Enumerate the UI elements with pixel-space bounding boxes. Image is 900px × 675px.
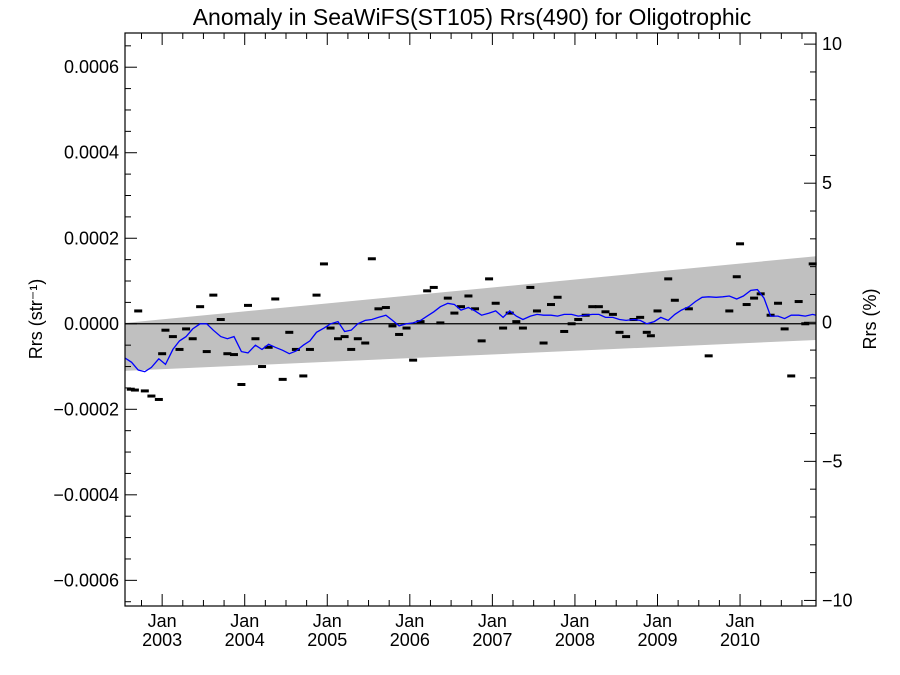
x-tick-label-month: Jan — [395, 611, 424, 631]
chart-title: Anomaly in SeaWiFS(ST105) Rrs(490) for O… — [193, 4, 752, 30]
x-tick-label-month: Jan — [313, 611, 342, 631]
y-tick-label-right: 10 — [822, 34, 842, 54]
running-mean-layer — [124, 288, 817, 373]
running-mean-line — [124, 288, 817, 373]
x-tick-label-year: 2007 — [472, 630, 512, 650]
confidence-band — [125, 256, 816, 371]
y-tick-label-left: 0.0000 — [64, 314, 119, 334]
x-tick-label-month: Jan — [560, 611, 589, 631]
x-tick-label-month: Jan — [230, 611, 259, 631]
y-tick-label-right: −5 — [822, 451, 843, 471]
x-tick-label-year: 2006 — [390, 630, 430, 650]
x-tick-label-month: Jan — [643, 611, 672, 631]
plot-frame — [124, 32, 817, 607]
x-tick-label-month: Jan — [726, 611, 755, 631]
x-tick-label-month: Jan — [148, 611, 177, 631]
y-tick-label-right: 0 — [822, 312, 832, 332]
y-axis-label-left: Rrs (str⁻¹) — [26, 279, 46, 359]
y-tick-label-left: 0.0004 — [64, 143, 119, 163]
axes-layer — [124, 32, 817, 607]
x-tick-label-year: 2005 — [307, 630, 347, 650]
y-tick-label-right: 5 — [822, 173, 832, 193]
y-tick-label-left: −0.0006 — [53, 570, 119, 590]
y-tick-label-right: −10 — [822, 590, 853, 610]
ticks-layer: 0.0006 0.0004 0.0002 0.0000 −0.0002 −0.0004 −0… — [53, 33, 853, 650]
confidence-band-layer — [125, 256, 816, 371]
x-tick-label-year: 2004 — [225, 630, 265, 650]
x-tick-label-year: 2003 — [142, 630, 182, 650]
y-tick-label-left: −0.0002 — [53, 399, 119, 419]
x-tick-label-year: 2009 — [637, 630, 677, 650]
x-tick-label-year: 2010 — [720, 630, 760, 650]
x-tick-label-year: 2008 — [555, 630, 595, 650]
x-tick-label-month: Jan — [478, 611, 507, 631]
y-tick-label-left: 0.0006 — [64, 57, 119, 77]
y-tick-label-left: −0.0004 — [53, 485, 119, 505]
y-tick-label-left: 0.0002 — [64, 228, 119, 248]
y-axis-label-right: Rrs (%) — [860, 289, 880, 350]
